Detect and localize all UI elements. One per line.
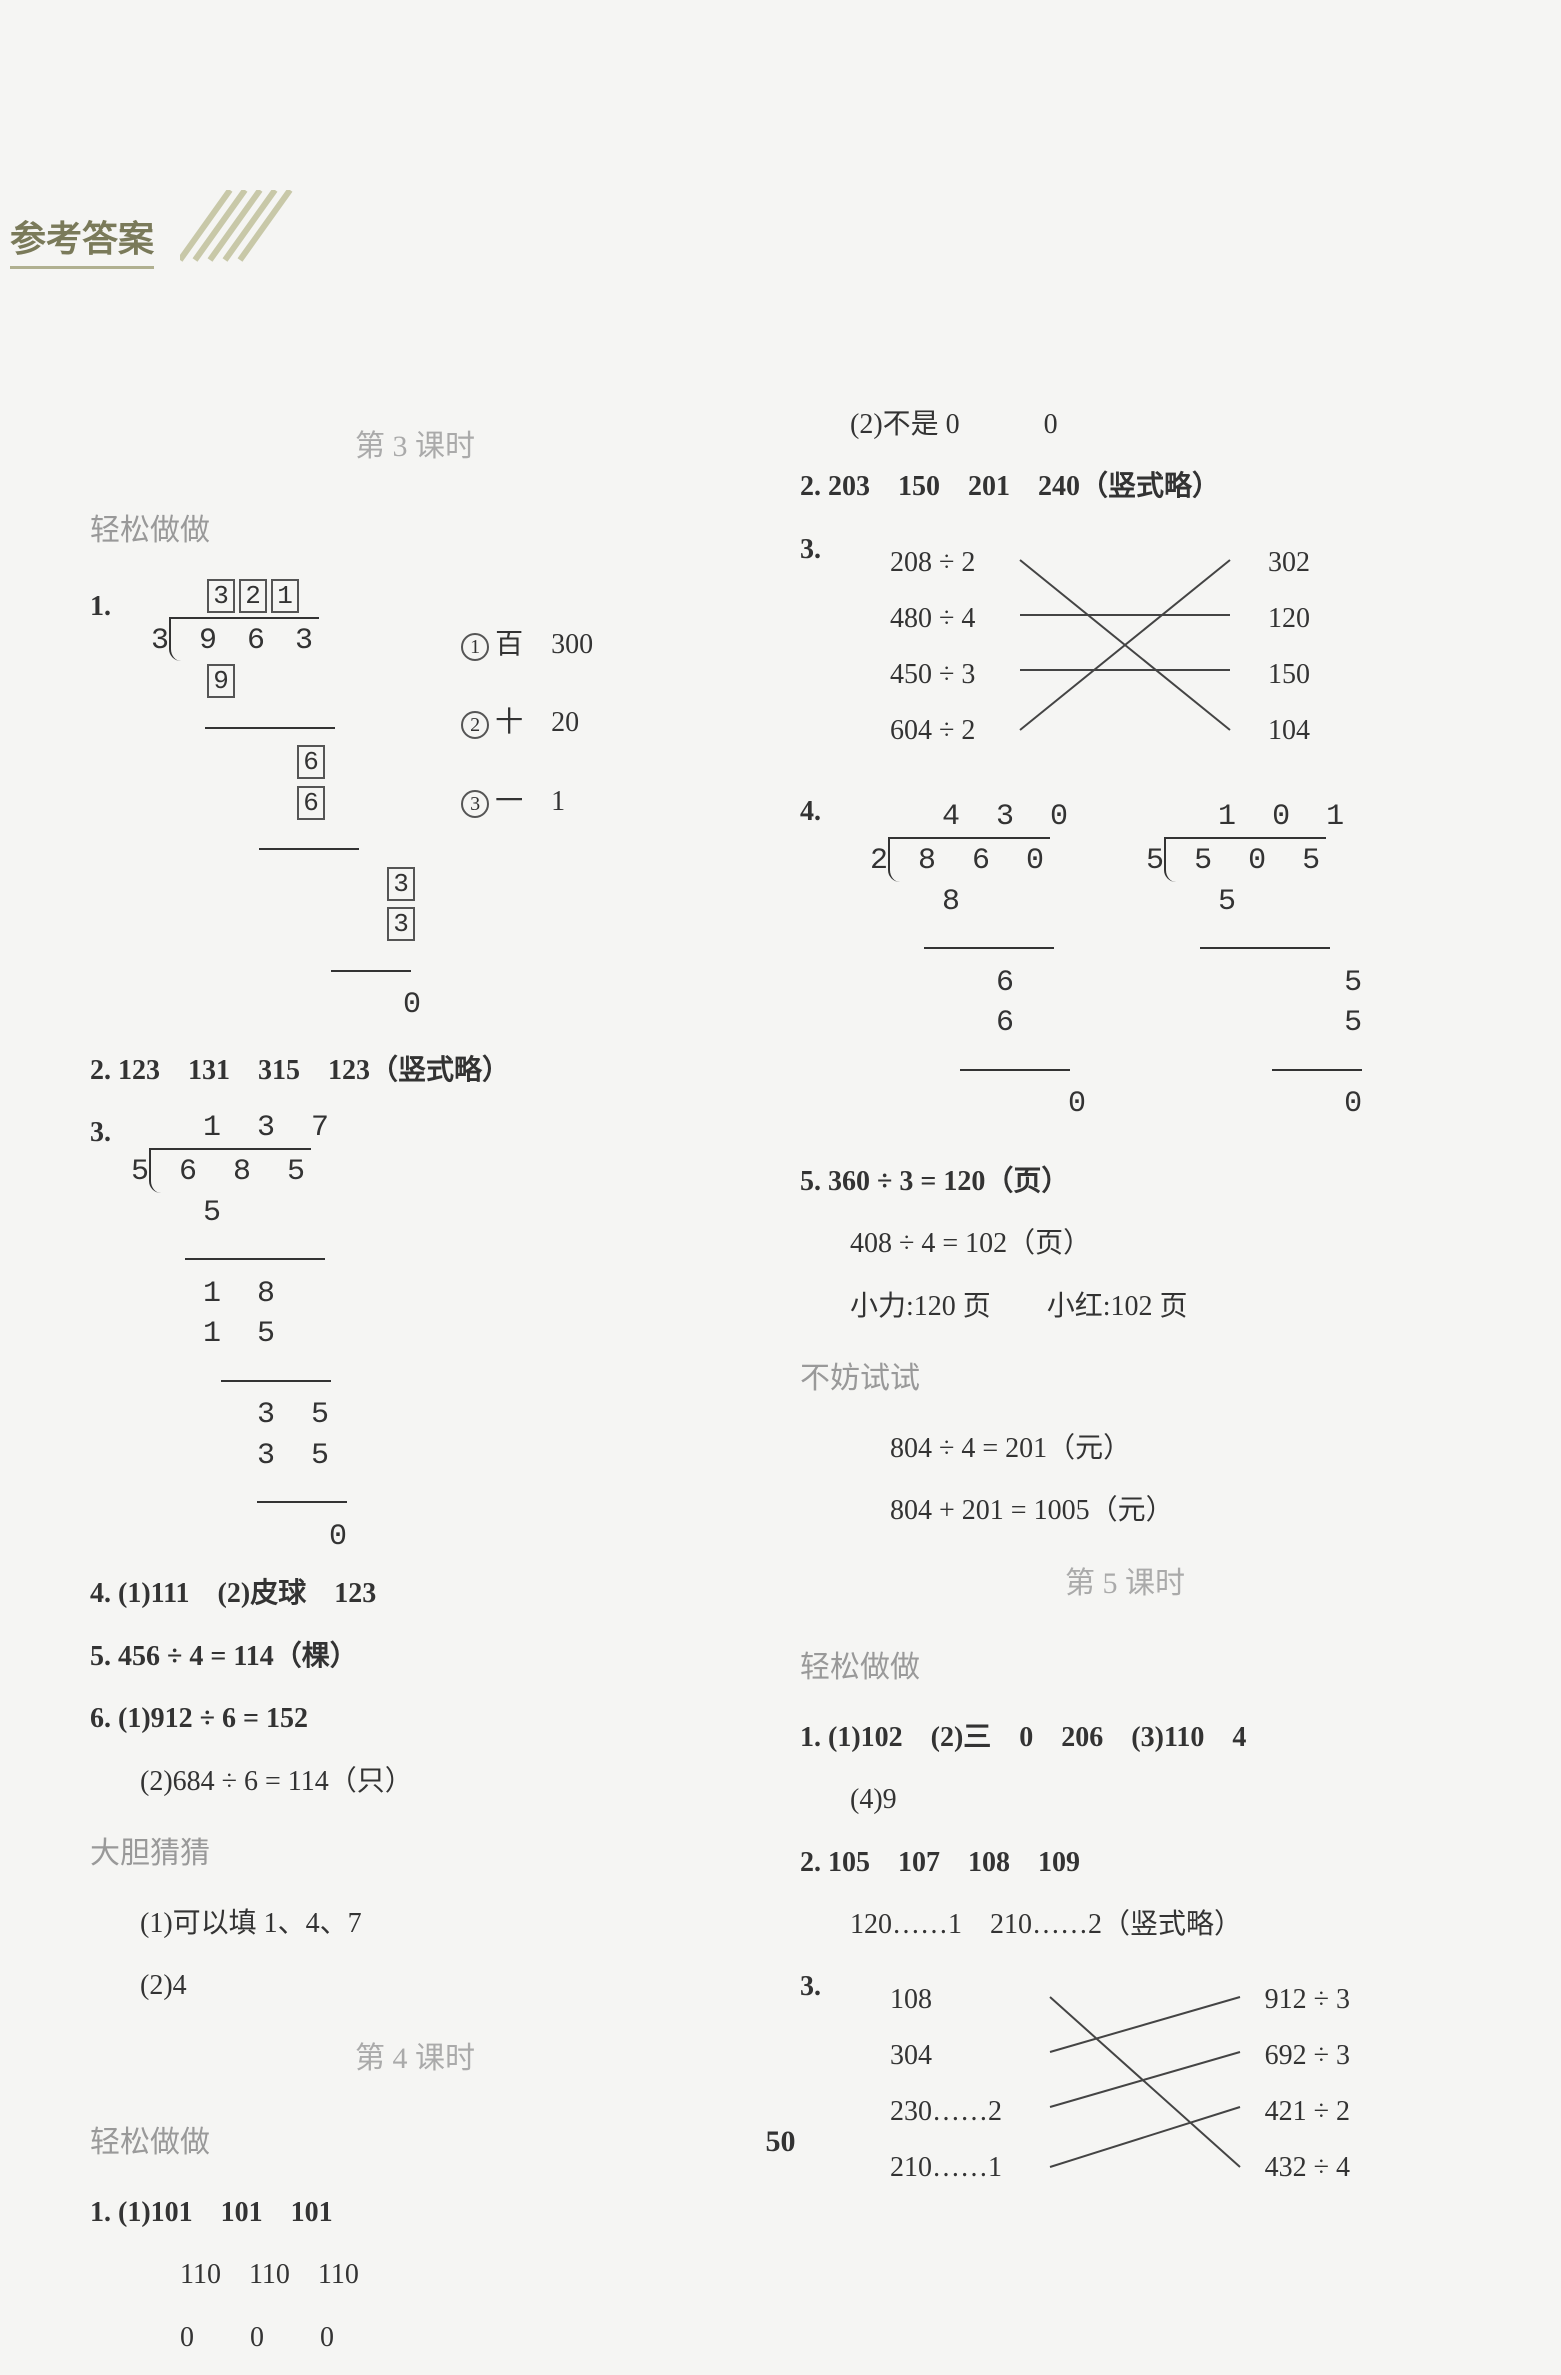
longdiv-430: 4 3 0 2 8 6 0 8 6 6 0	[870, 797, 1086, 1125]
g1: (1)可以填 1、4、7	[90, 1899, 740, 1949]
r-q4-label: 4.	[800, 787, 840, 1145]
note: 一 1	[495, 786, 565, 817]
r-q3: 3. 208 ÷ 2 480 ÷ 4 450 ÷ 3 604 ÷ 2 302 1…	[800, 525, 1450, 775]
q3-label: 3.	[90, 1108, 111, 1558]
box: 9	[207, 664, 235, 698]
match-lines	[890, 535, 1310, 755]
divisor: 3	[151, 624, 169, 658]
section-easy-3: 轻松做做	[90, 504, 740, 558]
box: 3	[387, 867, 415, 901]
q2: 2. 123 131 315 123（竖式略）	[90, 1046, 740, 1096]
box: 3	[207, 579, 235, 613]
note: 百 300	[495, 629, 593, 660]
content-area: 第 3 课时 轻松做做 1. 321 3 9 6 3 9 6 6 3 3	[90, 400, 1470, 2375]
lesson-4-title: 第 4 课时	[90, 2032, 740, 2086]
l5-q2b: 120……1 210……2（竖式略）	[800, 1900, 1450, 1950]
box: 1	[271, 579, 299, 613]
q1-wrapper: 1. 321 3 9 6 3 9 6 6 3 3	[90, 576, 740, 1026]
q1-notes: 1百 300 2十 20 3一 1	[461, 576, 593, 841]
q1-label: 1.	[90, 576, 111, 632]
match-lines-2	[890, 1972, 1350, 2192]
l4-q1b: 110 110 110	[90, 2250, 740, 2300]
lesson-5-title: 第 5 课时	[800, 1557, 1450, 1611]
r-q5b: 408 ÷ 4 = 102（页）	[800, 1219, 1450, 1269]
right-column: (2)不是 0 0 2. 203 150 201 240（竖式略） 3. 208…	[800, 400, 1450, 2375]
q6a: 6. (1)912 ÷ 6 = 152	[90, 1694, 740, 1744]
box: 6	[297, 745, 325, 779]
longdiv-101: 1 0 1 5 5 0 5 5 5 5 0	[1146, 797, 1362, 1125]
left-column: 第 3 课时 轻松做做 1. 321 3 9 6 3 9 6 6 3 3	[90, 400, 740, 2375]
note: 十 20	[495, 707, 579, 738]
box: 2	[239, 579, 267, 613]
section-easy-5: 轻松做做	[800, 1641, 1450, 1695]
circ-icon: 1	[461, 633, 489, 661]
r-q5c: 小力:120 页 小红:102 页	[800, 1282, 1450, 1332]
section-guess: 大胆猜猜	[90, 1827, 740, 1881]
q4: 4. (1)111 (2)皮球 123	[90, 1569, 740, 1619]
try2: 804 + 201 = 1005（元）	[800, 1486, 1450, 1536]
l4-q1c: 0 0 0	[90, 2313, 740, 2363]
zero: 0	[403, 988, 421, 1022]
q5: 5. 456 ÷ 4 = 114（棵）	[90, 1632, 740, 1682]
l5-q1b: (4)9	[800, 1775, 1450, 1825]
l4-q1a: 1. (1)101 101 101	[90, 2188, 740, 2238]
box: 3	[387, 907, 415, 941]
l5-q1a: 1. (1)102 (2)三 0 206 (3)110 4	[800, 1713, 1450, 1763]
r-q1-2: (2)不是 0 0	[800, 400, 1450, 450]
q6b: (2)684 ÷ 6 = 114（只）	[90, 1757, 740, 1807]
r-q4: 4. 4 3 0 2 8 6 0 8 6 6 0	[800, 787, 1450, 1145]
r-q5a: 5. 360 ÷ 3 = 120（页）	[800, 1157, 1450, 1207]
q3: 3. 1 3 7 5 6 8 5 5 1 8 1 5 3 5 3 5 0	[90, 1108, 740, 1558]
q3-longdiv: 1 3 7 5 6 8 5 5 1 8 1 5 3 5 3 5 0	[131, 1108, 347, 1558]
section-try: 不妨试试	[800, 1352, 1450, 1406]
header-decoration	[180, 190, 300, 270]
circ-icon: 3	[461, 790, 489, 818]
header-title: 参考答案	[10, 210, 154, 269]
lesson-3-title: 第 3 课时	[90, 420, 740, 474]
l5-q2a: 2. 105 107 108 109	[800, 1838, 1450, 1888]
l5-q3: 3. 108 304 230……2 210……1 912 ÷ 3 692 ÷ 3…	[800, 1962, 1450, 2212]
g2: (2)4	[90, 1961, 740, 2011]
q1-longdiv: 321 3 9 6 3 9 6 6 3 3 0	[151, 576, 421, 1026]
l5-q3-label: 3.	[800, 1962, 840, 2212]
box: 6	[297, 786, 325, 820]
circ-icon: 2	[461, 711, 489, 739]
r-q3-label: 3.	[800, 525, 840, 775]
try1: 804 ÷ 4 = 201（元）	[800, 1424, 1450, 1474]
page-number: 50	[0, 2125, 1561, 2159]
r-q2: 2. 203 150 201 240（竖式略）	[800, 462, 1450, 512]
